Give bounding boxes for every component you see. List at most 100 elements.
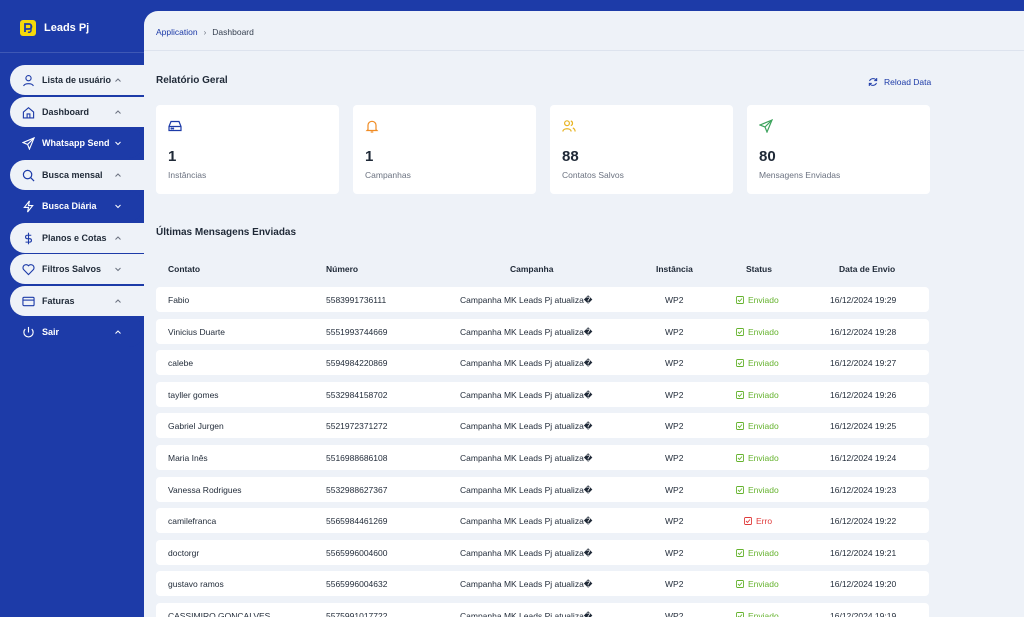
topbar: Application › Dashboard — [144, 11, 1024, 51]
sidebar-item-label: Whatsapp Send — [42, 138, 110, 148]
table-row[interactable]: Fabio 5583991736111 Campanha MK Leads Pj a… — [156, 287, 929, 312]
chevron-up-icon — [115, 330, 121, 334]
chevron-up-icon — [115, 110, 121, 114]
cell-instancia: WP2 — [665, 611, 684, 617]
sidebar-item-label: Planos e Cotas — [42, 233, 107, 243]
cell-campanha: Campanha MK Leads Pj atualiza� — [460, 484, 593, 495]
sidebar-item-sair[interactable]: Sair — [10, 317, 144, 347]
credit-card-icon — [22, 296, 35, 306]
cell-numero: 5594984220869 — [326, 358, 388, 369]
lightning-icon — [23, 200, 34, 212]
error-square-icon — [744, 517, 752, 526]
cell-instancia: WP2 — [665, 516, 684, 527]
cell-campanha: Campanha MK Leads Pj atualiza� — [460, 453, 593, 463]
cell-instancia: WP2 — [665, 326, 684, 337]
cell-contato: Maria Inês — [168, 453, 208, 463]
check-square-icon — [736, 359, 744, 368]
cell-data-envio: 16/12/2024 19:28 — [830, 326, 897, 337]
check-square-icon — [736, 327, 744, 336]
cell-campanha: Campanha MK Leads Pj atualiza� — [460, 295, 593, 305]
cell-campanha: Campanha MK Leads Pj atualiza� — [460, 516, 593, 527]
sidebar-item-planos-cotas[interactable]: Planos e Cotas — [10, 223, 144, 253]
chevron-up-icon — [115, 299, 121, 303]
sidebar-item-label: Faturas — [42, 296, 75, 306]
chevron-down-icon — [115, 204, 121, 209]
sidebar-item-label: Filtros Salvos — [42, 264, 102, 274]
sidebar-item-label: Busca mensal — [42, 170, 103, 180]
sidebar-item-faturas[interactable]: Faturas — [10, 286, 144, 316]
status-label: Enviado — [748, 421, 779, 432]
main-content: Application › Dashboard Relatório Geral … — [144, 11, 1024, 617]
check-square-icon — [736, 296, 744, 304]
cell-campanha: Campanha MK Leads Pj atualiza� — [460, 547, 593, 558]
sidebar-item-label: Dashboard — [42, 107, 90, 117]
cell-numero: 5565984461269 — [326, 516, 388, 527]
heart-icon — [22, 263, 35, 275]
sidebar-item-busca-mensal[interactable]: Busca mensal — [10, 160, 144, 190]
cell-contato: gustavo ramos — [168, 579, 224, 590]
sidebar: Leads Pj Lista de usuário Dashboard What… — [0, 0, 144, 617]
cell-instancia: WP2 — [665, 547, 684, 558]
chevron-up-icon — [115, 78, 121, 82]
chevron-down-icon — [115, 267, 121, 272]
stat-card-campanhas: 1 Campanhas — [353, 105, 536, 194]
cell-numero: 5565996004632 — [326, 579, 388, 590]
brand[interactable]: Leads Pj — [20, 20, 89, 36]
sidebar-item-dashboard[interactable]: Dashboard — [10, 97, 144, 127]
status-label: Enviado — [748, 484, 779, 495]
status-label: Enviado — [748, 358, 779, 369]
cell-instancia: WP2 — [665, 579, 684, 590]
cell-data-envio: 16/12/2024 19:26 — [830, 389, 897, 400]
sidebar-item-label: Busca Diária — [42, 201, 97, 211]
table-row[interactable]: camilefranca 5565984461269 Campanha MK Lea… — [156, 508, 929, 534]
check-square-icon — [736, 485, 744, 494]
cell-data-envio: 16/12/2024 19:29 — [830, 295, 897, 305]
table-row[interactable]: CASSIMIRO GONCALVES 5575991017722 Campanha… — [156, 603, 929, 617]
sidebar-item-whatsapp-send[interactable]: Whatsapp Send — [10, 128, 144, 158]
status-badge: Enviado — [736, 327, 779, 337]
cell-contato: CASSIMIRO GONCALVES — [168, 611, 271, 617]
table-row[interactable]: Vinicius Duarte 5551993744669 Campanha MK … — [156, 318, 929, 344]
status-label: Enviado — [748, 611, 779, 617]
check-square-icon — [736, 422, 744, 431]
table-row[interactable]: doctorgr 5565996004600 Campanha MK Leads P… — [156, 539, 929, 565]
table-row[interactable]: gustavo ramos 5565996004632 Campanha MK Le… — [156, 571, 929, 597]
stat-card-contatos: 88 Contatos Salvos — [550, 105, 733, 194]
check-square-icon — [736, 548, 744, 557]
breadcrumb: Application › Dashboard — [156, 27, 254, 37]
table-row[interactable]: Maria Inês 5516988686108 Campanha MK Leads… — [156, 445, 929, 470]
cell-contato: doctorgr — [168, 547, 200, 558]
cell-contato: Vanessa Rodrigues — [168, 484, 242, 495]
cell-campanha: Campanha MK Leads Pj atualiza� — [460, 326, 593, 337]
chevron-down-icon — [115, 141, 121, 146]
status-badge: Enviado — [736, 453, 779, 463]
cell-numero: 5521972371272 — [326, 421, 388, 432]
cell-campanha: Campanha MK Leads Pj atualiza� — [460, 389, 593, 400]
report-title: Relatório Geral — [156, 75, 228, 86]
table-row[interactable]: Vanessa Rodrigues 5532988627367 Campanha M… — [156, 476, 929, 502]
sidebar-item-lista-usuario[interactable]: Lista de usuário — [10, 65, 144, 95]
check-square-icon — [736, 612, 744, 617]
cell-data-envio: 16/12/2024 19:20 — [830, 579, 897, 590]
status-label: Enviado — [748, 453, 779, 463]
refresh-icon — [868, 78, 878, 86]
table-row[interactable]: Gabriel Jurgen 5521972371272 Campanha MK L… — [156, 413, 929, 439]
user-icon — [23, 74, 34, 86]
check-square-icon — [736, 580, 744, 589]
dollar-icon — [25, 232, 32, 244]
search-icon — [22, 169, 35, 181]
table-row[interactable]: calebe 5594984220869 Campanha MK Leads Pj … — [156, 350, 929, 376]
sidebar-item-filtros-salvos[interactable]: Filtros Salvos — [10, 254, 144, 284]
cell-data-envio: 16/12/2024 19:25 — [830, 421, 897, 432]
reload-data-button[interactable]: Reload Data — [868, 77, 931, 87]
cell-data-envio: 16/12/2024 19:19 — [830, 611, 897, 617]
sidebar-item-busca-diaria[interactable]: Busca Diária — [10, 191, 144, 221]
table-row[interactable]: tayller gomes 5532984158702 Campanha MK Le… — [156, 381, 929, 407]
cell-data-envio: 16/12/2024 19:21 — [830, 547, 897, 558]
breadcrumb-link-application[interactable]: Application — [156, 27, 198, 37]
cell-contato: calebe — [168, 358, 194, 369]
chevron-up-icon — [115, 173, 121, 177]
cell-instancia: WP2 — [665, 295, 684, 305]
cell-campanha: Campanha MK Leads Pj atualiza� — [460, 611, 593, 617]
column-header-instancia: Instância — [656, 264, 693, 274]
